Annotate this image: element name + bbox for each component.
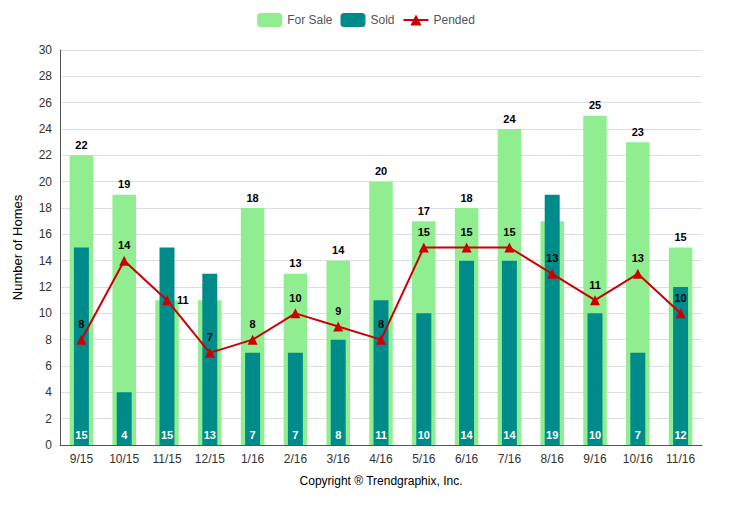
svg-text:11/15: 11/15 (152, 452, 181, 466)
svg-text:2/16: 2/16 (284, 452, 308, 466)
svg-text:14: 14 (460, 429, 473, 441)
svg-text:11: 11 (589, 279, 601, 291)
svg-text:8/16: 8/16 (541, 452, 565, 466)
svg-text:11: 11 (177, 294, 189, 306)
svg-text:4/16: 4/16 (369, 452, 393, 466)
svg-text:28: 28 (39, 69, 53, 83)
svg-text:13: 13 (289, 257, 301, 269)
svg-text:24: 24 (39, 122, 53, 136)
svg-text:6: 6 (45, 359, 52, 373)
svg-text:Sold: Sold (370, 13, 394, 27)
svg-text:15: 15 (503, 226, 515, 238)
svg-text:10/16: 10/16 (623, 452, 653, 466)
svg-text:15: 15 (418, 226, 430, 238)
svg-text:10: 10 (418, 429, 430, 441)
svg-text:8: 8 (335, 429, 341, 441)
svg-text:25: 25 (589, 99, 601, 111)
svg-text:Number of Homes: Number of Homes (10, 194, 25, 300)
svg-text:4: 4 (45, 385, 52, 399)
svg-text:18: 18 (460, 192, 472, 204)
svg-text:20: 20 (39, 175, 53, 189)
svg-text:8: 8 (78, 318, 84, 330)
svg-text:1/16: 1/16 (241, 452, 265, 466)
svg-text:10: 10 (289, 292, 301, 304)
svg-text:Copyright ® Trendgraphix, Inc.: Copyright ® Trendgraphix, Inc. (300, 474, 463, 488)
svg-text:12: 12 (674, 429, 686, 441)
svg-text:30: 30 (39, 43, 53, 57)
svg-text:3/16: 3/16 (327, 452, 351, 466)
svg-text:12: 12 (39, 280, 53, 294)
svg-text:14: 14 (503, 429, 516, 441)
svg-text:0: 0 (45, 438, 52, 452)
svg-text:19: 19 (546, 429, 558, 441)
svg-text:7: 7 (207, 331, 213, 343)
svg-text:For Sale: For Sale (287, 13, 333, 27)
svg-text:22: 22 (39, 148, 53, 162)
svg-text:15: 15 (460, 226, 472, 238)
svg-text:19: 19 (118, 178, 130, 190)
svg-text:15: 15 (75, 429, 87, 441)
svg-text:5/16: 5/16 (412, 452, 436, 466)
svg-text:24: 24 (503, 113, 516, 125)
svg-text:11/16: 11/16 (666, 452, 695, 466)
svg-text:8: 8 (45, 333, 52, 347)
svg-text:9/15: 9/15 (70, 452, 94, 466)
svg-text:4: 4 (121, 429, 128, 441)
svg-text:7: 7 (635, 429, 641, 441)
svg-text:17: 17 (418, 205, 430, 217)
svg-text:26: 26 (39, 96, 53, 110)
svg-text:10: 10 (589, 429, 601, 441)
svg-text:15: 15 (674, 231, 686, 243)
svg-text:22: 22 (75, 139, 87, 151)
svg-text:14: 14 (332, 244, 345, 256)
svg-text:10: 10 (39, 306, 53, 320)
svg-text:12/15: 12/15 (195, 452, 225, 466)
svg-text:18: 18 (39, 201, 53, 215)
svg-text:6/16: 6/16 (455, 452, 479, 466)
svg-text:7: 7 (292, 429, 298, 441)
svg-text:18: 18 (246, 192, 258, 204)
svg-text:16: 16 (39, 227, 53, 241)
svg-text:10/15: 10/15 (109, 452, 139, 466)
svg-text:Pended: Pended (433, 13, 474, 27)
svg-text:11: 11 (375, 429, 387, 441)
svg-text:7/16: 7/16 (498, 452, 522, 466)
svg-text:10: 10 (674, 292, 686, 304)
svg-text:13: 13 (204, 429, 216, 441)
svg-text:13: 13 (632, 252, 644, 264)
svg-text:9/16: 9/16 (583, 452, 607, 466)
svg-text:13: 13 (546, 252, 558, 264)
svg-text:20: 20 (375, 165, 387, 177)
svg-text:23: 23 (632, 126, 644, 138)
svg-text:7: 7 (250, 429, 256, 441)
svg-text:14: 14 (39, 254, 53, 268)
svg-text:8: 8 (250, 318, 256, 330)
svg-text:15: 15 (161, 429, 173, 441)
svg-text:14: 14 (118, 239, 131, 251)
svg-text:8: 8 (378, 318, 384, 330)
svg-text:9: 9 (335, 305, 341, 317)
svg-text:2: 2 (45, 412, 52, 426)
